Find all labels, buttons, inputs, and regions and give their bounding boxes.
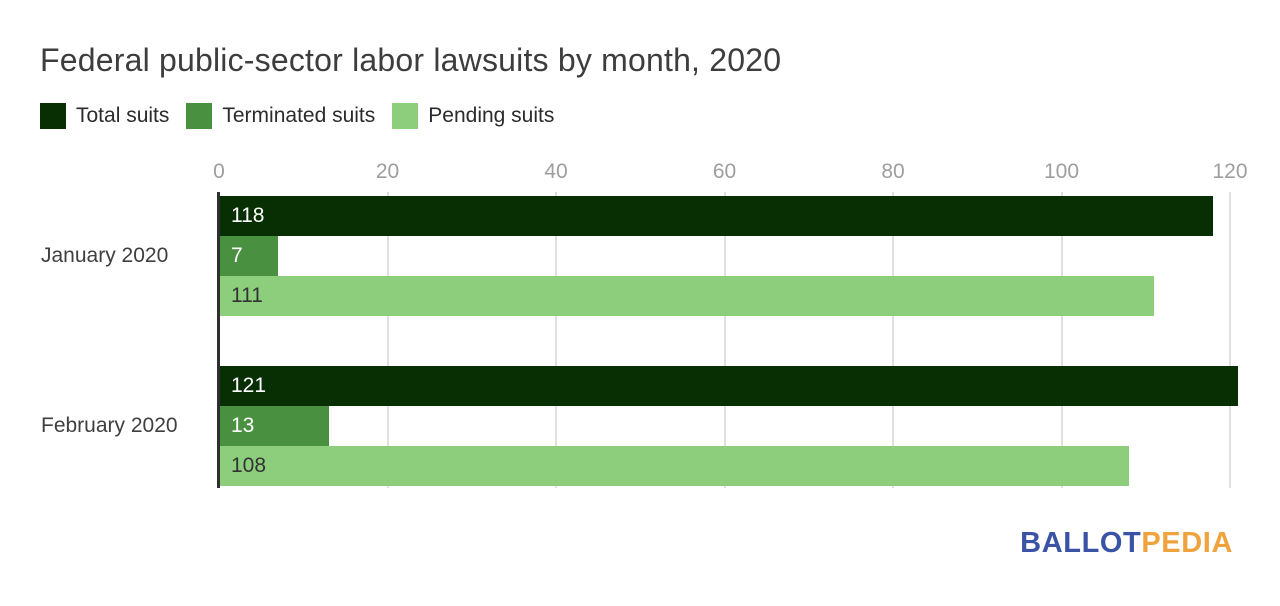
x-tick-label-100: 100 (1043, 160, 1080, 183)
bar-value-total-suits-february-2020: 121 (231, 374, 267, 397)
gridline-80 (892, 192, 894, 488)
x-axis-zero-line (217, 192, 220, 488)
x-tick-label-60: 60 (712, 160, 737, 183)
chart-legend: Total suits Terminated suits Pending suits (40, 103, 554, 129)
x-tick-label-0: 0 (213, 160, 225, 183)
x-tick-label-20: 20 (375, 160, 400, 183)
x-tick-label-40: 40 (544, 160, 568, 183)
gridline-40 (555, 192, 557, 488)
gridline-60 (723, 192, 726, 488)
logo-text-ballot: BALLOT (1020, 527, 1142, 559)
gridline-100 (1060, 192, 1063, 488)
legend-item-total-suits: Total suits (40, 103, 169, 129)
legend-label-terminated-suits: Terminated suits (222, 104, 376, 127)
gridline-120 (1229, 192, 1231, 488)
legend-label-total-suits: Total suits (76, 104, 170, 127)
bar-value-pending-suits-january-2020: 111 (231, 284, 263, 307)
bar-value-terminated-suits-january-2020: 7 (231, 244, 243, 267)
ballotpedia-logo: BALLOTPEDIA (1020, 527, 1233, 560)
bar-terminated-suits-january-2020: 7 (219, 236, 278, 276)
bar-pending-suits-february-2020: 108 (219, 446, 1129, 486)
legend-swatch-pending-suits (392, 103, 419, 129)
bar-value-pending-suits-february-2020: 108 (231, 454, 267, 477)
category-label-january-2020: January 2020 (41, 244, 169, 267)
gridline-20 (386, 192, 389, 488)
bar-value-total-suits-january-2020: 118 (231, 204, 265, 227)
bar-terminated-suits-february-2020: 13 (219, 406, 329, 446)
legend-swatch-terminated-suits (186, 103, 213, 129)
bar-value-terminated-suits-february-2020: 13 (231, 414, 255, 437)
bar-total-suits-january-2020: 118 (219, 196, 1213, 236)
x-tick-label-80: 80 (881, 160, 905, 183)
x-tick-label-120: 120 (1212, 160, 1248, 183)
legend-swatch-total-suits (40, 103, 66, 129)
bar-pending-suits-january-2020: 111 (219, 276, 1154, 316)
category-label-february-2020: February 2020 (41, 414, 178, 437)
legend-label-pending-suits: Pending suits (428, 104, 555, 127)
legend-item-pending-suits: Pending suits (392, 103, 554, 129)
chart-title: Federal public-sector labor lawsuits by … (40, 42, 782, 78)
legend-item-terminated-suits: Terminated suits (186, 103, 375, 129)
bar-total-suits-february-2020: 121 (219, 366, 1238, 406)
logo-text-pedia: PEDIA (1141, 527, 1233, 559)
